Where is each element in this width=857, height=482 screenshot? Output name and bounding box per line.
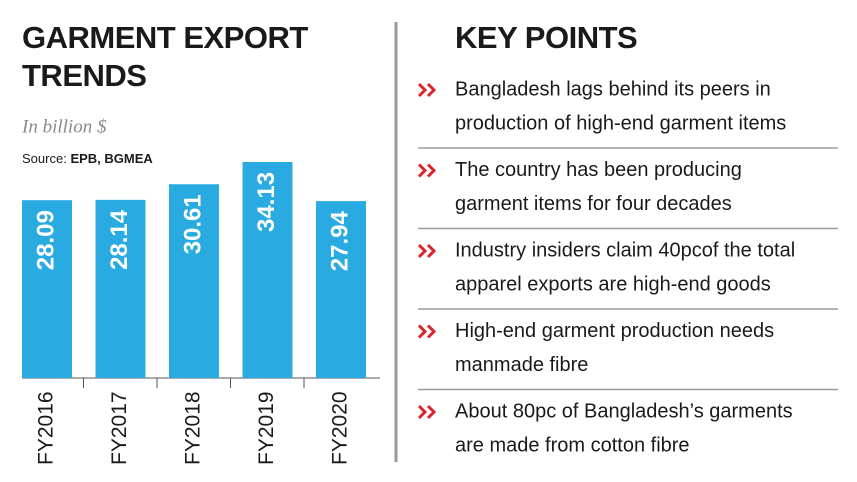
key-point-text: About 80pc of Bangladesh’s garments bbox=[455, 400, 793, 422]
bar bbox=[242, 161, 293, 378]
value-label: 34.13 bbox=[253, 172, 280, 232]
value-label: 28.14 bbox=[106, 209, 133, 270]
bullet-chevron bbox=[417, 163, 437, 178]
x-tick-label: FY2018 bbox=[182, 391, 205, 465]
x-tick-label: FY2019 bbox=[255, 391, 278, 465]
key-point-text: garment items for four decades bbox=[455, 193, 732, 215]
key-point-text: The country has been producing bbox=[455, 159, 742, 181]
chart-subtitle: In billion $ bbox=[21, 116, 107, 137]
key-point-text: Industry insiders claim 40pcof the total bbox=[455, 239, 795, 261]
value-label: 28.09 bbox=[32, 210, 59, 270]
value-label: 30.61 bbox=[179, 194, 206, 254]
key-point-text: are made from cotton fibre bbox=[455, 434, 690, 456]
x-tick-label: FY2017 bbox=[108, 391, 131, 465]
value-label: 27.94 bbox=[326, 210, 353, 271]
chart-title: TRENDS bbox=[22, 58, 146, 93]
source-text: EPB, BGMEA bbox=[70, 151, 153, 166]
bar bbox=[22, 200, 72, 378]
source-label: Source: bbox=[22, 151, 67, 166]
key-point-text: High-end garment production needs bbox=[455, 320, 774, 342]
bullet-chevron bbox=[417, 82, 437, 98]
key-point-text: production of high-end garment items bbox=[455, 112, 786, 134]
bullet-chevron bbox=[417, 243, 437, 259]
bullet-chevron bbox=[417, 324, 437, 339]
key-point-text: Bangladesh lags behind its peers in bbox=[455, 78, 771, 100]
x-tick-label: FY2020 bbox=[329, 391, 352, 465]
key-points-title: KEY POINTS bbox=[455, 20, 637, 55]
bar bbox=[95, 199, 146, 378]
key-point-text: apparel exports are high-end goods bbox=[455, 273, 771, 295]
chart-title: GARMENT EXPORT bbox=[22, 20, 308, 55]
bar bbox=[169, 184, 219, 378]
x-tick-label: FY2016 bbox=[35, 391, 58, 465]
key-point-text: manmade fibre bbox=[455, 354, 588, 376]
source: Source: EPB, BGMEA bbox=[22, 151, 153, 166]
bullet-chevron bbox=[417, 404, 437, 420]
bar bbox=[316, 201, 366, 378]
